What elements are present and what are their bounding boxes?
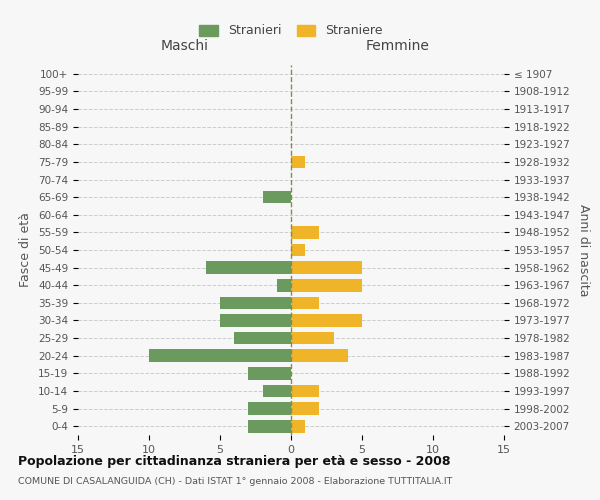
Bar — [291, 420, 305, 432]
Text: COMUNE DI CASALANGUIDA (CH) - Dati ISTAT 1° gennaio 2008 - Elaborazione TUTTITAL: COMUNE DI CASALANGUIDA (CH) - Dati ISTAT… — [18, 478, 452, 486]
Bar — [291, 262, 362, 274]
Bar — [234, 332, 291, 344]
Bar — [291, 402, 319, 415]
Bar — [291, 384, 319, 398]
Bar — [291, 332, 334, 344]
Bar — [220, 296, 291, 309]
Y-axis label: Anni di nascita: Anni di nascita — [577, 204, 590, 296]
Bar — [291, 296, 319, 309]
Bar — [291, 226, 319, 238]
Bar — [149, 350, 291, 362]
Bar — [291, 279, 362, 291]
Bar — [206, 262, 291, 274]
Bar — [248, 420, 291, 432]
Bar — [277, 279, 291, 291]
Bar — [263, 384, 291, 398]
Bar — [248, 367, 291, 380]
Bar — [291, 314, 362, 327]
Bar — [263, 191, 291, 203]
Text: Popolazione per cittadinanza straniera per età e sesso - 2008: Popolazione per cittadinanza straniera p… — [18, 455, 451, 468]
Bar — [291, 350, 348, 362]
Bar — [248, 402, 291, 415]
Text: Femmine: Femmine — [365, 38, 430, 52]
Bar — [291, 244, 305, 256]
Y-axis label: Fasce di età: Fasce di età — [19, 212, 32, 288]
Bar — [220, 314, 291, 327]
Bar — [291, 156, 305, 168]
Legend: Stranieri, Straniere: Stranieri, Straniere — [194, 20, 388, 42]
Text: Maschi: Maschi — [161, 38, 209, 52]
